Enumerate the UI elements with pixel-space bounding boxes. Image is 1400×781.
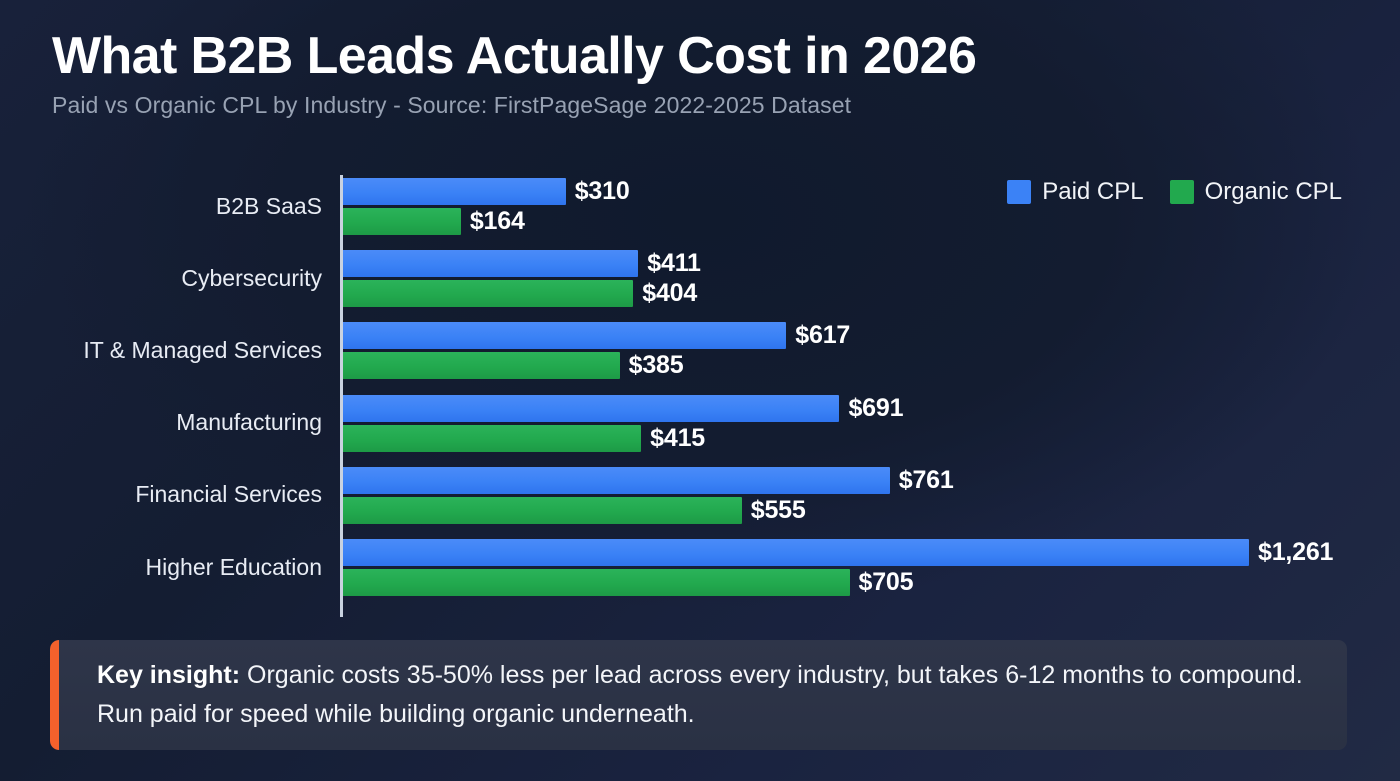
category-label: Cybersecurity [181, 264, 322, 291]
bar-organic [343, 280, 634, 308]
bar-organic [343, 569, 850, 596]
category-label: Financial Services [135, 481, 322, 508]
category-label: IT & Managed Services [83, 336, 322, 363]
category-label: Higher Education [145, 553, 322, 580]
accent-bar [50, 640, 59, 750]
bar-row: $411 [343, 249, 701, 278]
bars-plot-area: $310 $164 $411 $404 $617 $385 $691 $415 $761 $555… [343, 168, 1393, 618]
bar-value-label: $404 [642, 279, 698, 308]
category-label: Manufacturing [176, 409, 322, 436]
bar-row: $385 [343, 351, 684, 380]
bar-paid [343, 466, 890, 494]
bar-value-label: $691 [848, 393, 904, 422]
bar-row: $310 [343, 177, 630, 205]
bar-value-label: $415 [650, 423, 705, 452]
bar-organic [343, 208, 461, 235]
bar-row: $555 [343, 495, 806, 524]
legend-item-label: Organic CPL [1204, 178, 1342, 205]
bar-value-label: $411 [647, 249, 701, 278]
bar-value-label: $385 [628, 351, 684, 380]
bar-organic [343, 352, 620, 380]
bar-value-label: $617 [795, 321, 851, 350]
bar-organic [343, 424, 642, 452]
bar-organic [343, 496, 742, 524]
bar-row: $415 [343, 423, 705, 452]
bar-value-label: $164 [469, 207, 525, 235]
bar-value-label: $761 [898, 465, 954, 494]
page-title: What B2B Leads Actually Cost in 2026 [52, 27, 977, 85]
bar-paid [343, 394, 840, 422]
y-axis-line [340, 175, 343, 617]
legend-item-label: Paid CPL [1042, 178, 1144, 205]
bar-paid [343, 539, 1249, 566]
bar-row: $1,261 [343, 538, 1334, 566]
bar-value-label: $555 [750, 495, 806, 524]
bar-row: $691 [343, 393, 904, 422]
chart-header: What B2B Leads Actually Cost in 2026 Pai… [52, 28, 1352, 119]
bar-value-label: $705 [858, 568, 914, 596]
bar-paid [343, 250, 639, 278]
category-axis-labels: B2B SaaS Cybersecurity IT & Managed Servic… [0, 168, 322, 618]
bar-row: $404 [343, 279, 698, 308]
legend-item: Organic CPL [1169, 178, 1342, 206]
chart-legend: Paid CPL Organic CPL [1007, 178, 1342, 206]
bar-chart: B2B SaaS Cybersecurity IT & Managed Servic… [0, 168, 1400, 618]
key-insight-text: Key insight: Organic costs 35-50% less p… [50, 656, 1347, 735]
bar-paid [343, 322, 787, 350]
bar-row: $164 [343, 207, 525, 235]
bar-paid [343, 178, 566, 205]
page-subtitle: Paid vs Organic CPL by Industry - Source… [52, 92, 852, 119]
legend-item: Paid CPL [1007, 178, 1144, 206]
category-label: B2B SaaS [215, 192, 322, 219]
bar-value-label: $310 [574, 177, 630, 205]
key-insight-lead-label: Key insight: [97, 660, 241, 689]
key-insight-callout: Key insight: Organic costs 35-50% less p… [50, 640, 1347, 750]
key-insight-body: Organic costs 35-50% less per lead acros… [97, 660, 1303, 729]
bar-row: $761 [343, 465, 954, 494]
square-swatch-icon [1169, 180, 1194, 204]
square-swatch-icon [1007, 180, 1032, 204]
bar-value-label: $1,261 [1258, 538, 1334, 566]
bar-row: $617 [343, 321, 851, 350]
bar-row: $705 [343, 568, 914, 596]
